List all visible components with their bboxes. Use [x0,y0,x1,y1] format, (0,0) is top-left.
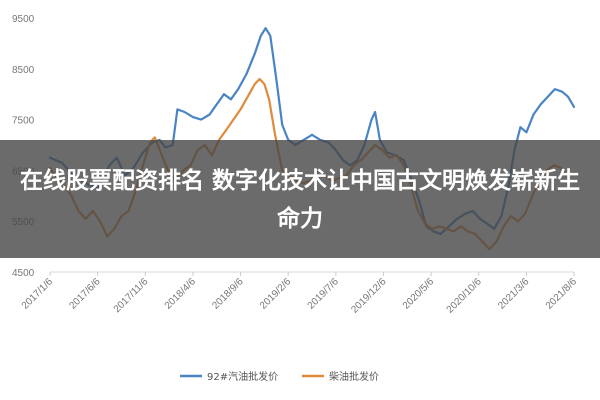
x-tick-label: 2018/4/6 [163,276,199,312]
x-tick-label: 2021/3/6 [496,276,532,312]
legend-label: 柴油批发价 [329,370,379,383]
x-tick-label: 2020/10/6 [445,276,485,316]
x-tick-label: 2019/2/6 [258,276,294,312]
y-tick-label: 8500 [12,65,35,76]
x-tick-label: 2021/8/6 [544,276,580,312]
x-axis-ticks: 2017/1/6 2017/6/6 2017/11/6 2018/4/6 2018/9/… [20,272,580,316]
legend-label: 92#汽油批发价 [207,370,278,383]
x-tick-label: 2019/7/6 [306,276,342,312]
y-tick-label: 7500 [12,116,35,127]
x-tick-label: 2019/12/6 [349,276,389,316]
headline-banner: 在线股票配资排名 数字化技术让中国古文明焕发崭新生命力 [0,140,600,258]
x-tick-label: 2017/11/6 [112,276,151,315]
x-tick-label: 2017/6/6 [67,276,103,312]
x-tick-label: 2017/1/6 [20,276,56,312]
y-tick-label: 4500 [12,268,35,279]
legend: 92#汽油批发价 柴油批发价 [180,370,379,383]
y-tick-label: 9500 [12,14,35,25]
headline-text: 在线股票配资排名 数字化技术让中国古文明焕发崭新生命力 [19,168,580,232]
x-tick-label: 2020/5/6 [401,276,437,312]
x-tick-label: 2018/9/6 [210,276,246,312]
